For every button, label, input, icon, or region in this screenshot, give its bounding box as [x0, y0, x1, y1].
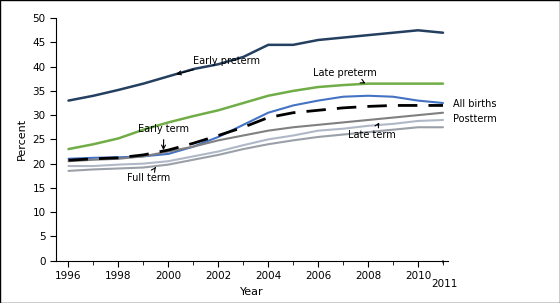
Text: All births: All births — [453, 99, 497, 109]
Text: Early term: Early term — [138, 124, 189, 149]
Text: 2011: 2011 — [431, 279, 458, 289]
X-axis label: Year: Year — [240, 287, 264, 297]
Y-axis label: Percent: Percent — [17, 118, 27, 161]
Text: Late term: Late term — [348, 124, 396, 140]
Text: Late preterm: Late preterm — [313, 68, 377, 83]
Text: Postterm: Postterm — [453, 114, 497, 124]
Text: Full term: Full term — [127, 168, 170, 183]
Text: Early preterm: Early preterm — [178, 56, 260, 75]
